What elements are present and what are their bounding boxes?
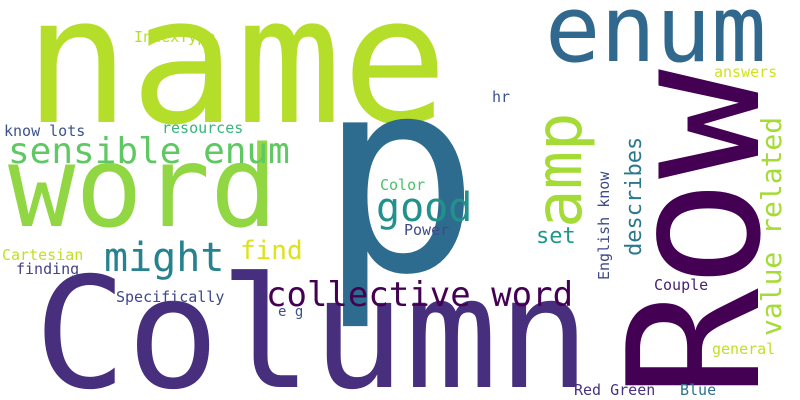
word-word: word	[8, 123, 278, 253]
word-might: might	[104, 235, 225, 281]
word-resources: resources	[162, 119, 244, 137]
word-general: general	[712, 340, 776, 358]
word-blue: Blue	[680, 381, 717, 399]
word-set: set	[536, 224, 576, 249]
word-collective-word: collective word	[266, 275, 574, 315]
word-cartesian: Cartesian	[2, 246, 84, 264]
word-find: find	[240, 236, 303, 266]
word-english-know: English know	[595, 171, 613, 280]
word-know-lots: know lots	[4, 122, 86, 140]
word-hr: hr	[492, 88, 511, 106]
word-couple: Couple	[654, 276, 709, 294]
word-specifically: Specifically	[116, 288, 225, 306]
word-p: p	[318, 19, 481, 334]
word-name: name	[24, 0, 448, 164]
word-red-green: Red Green	[574, 381, 656, 399]
word-column: Column	[34, 245, 591, 400]
word-sensible-enum: sensible enum	[8, 131, 290, 172]
word-indextype: IndexType	[134, 28, 216, 46]
word-finding: finding	[16, 260, 80, 278]
word-enum: enum	[545, 0, 767, 83]
word-power: Power	[404, 221, 450, 239]
word-good: good	[376, 185, 473, 231]
word-value-related: value related	[755, 116, 788, 336]
word-color: Color	[380, 176, 426, 194]
word-e-g: e g	[278, 304, 304, 320]
word-describes: describes	[622, 136, 647, 256]
word-answers: answers	[714, 63, 778, 81]
word-amp: amp	[523, 112, 597, 228]
